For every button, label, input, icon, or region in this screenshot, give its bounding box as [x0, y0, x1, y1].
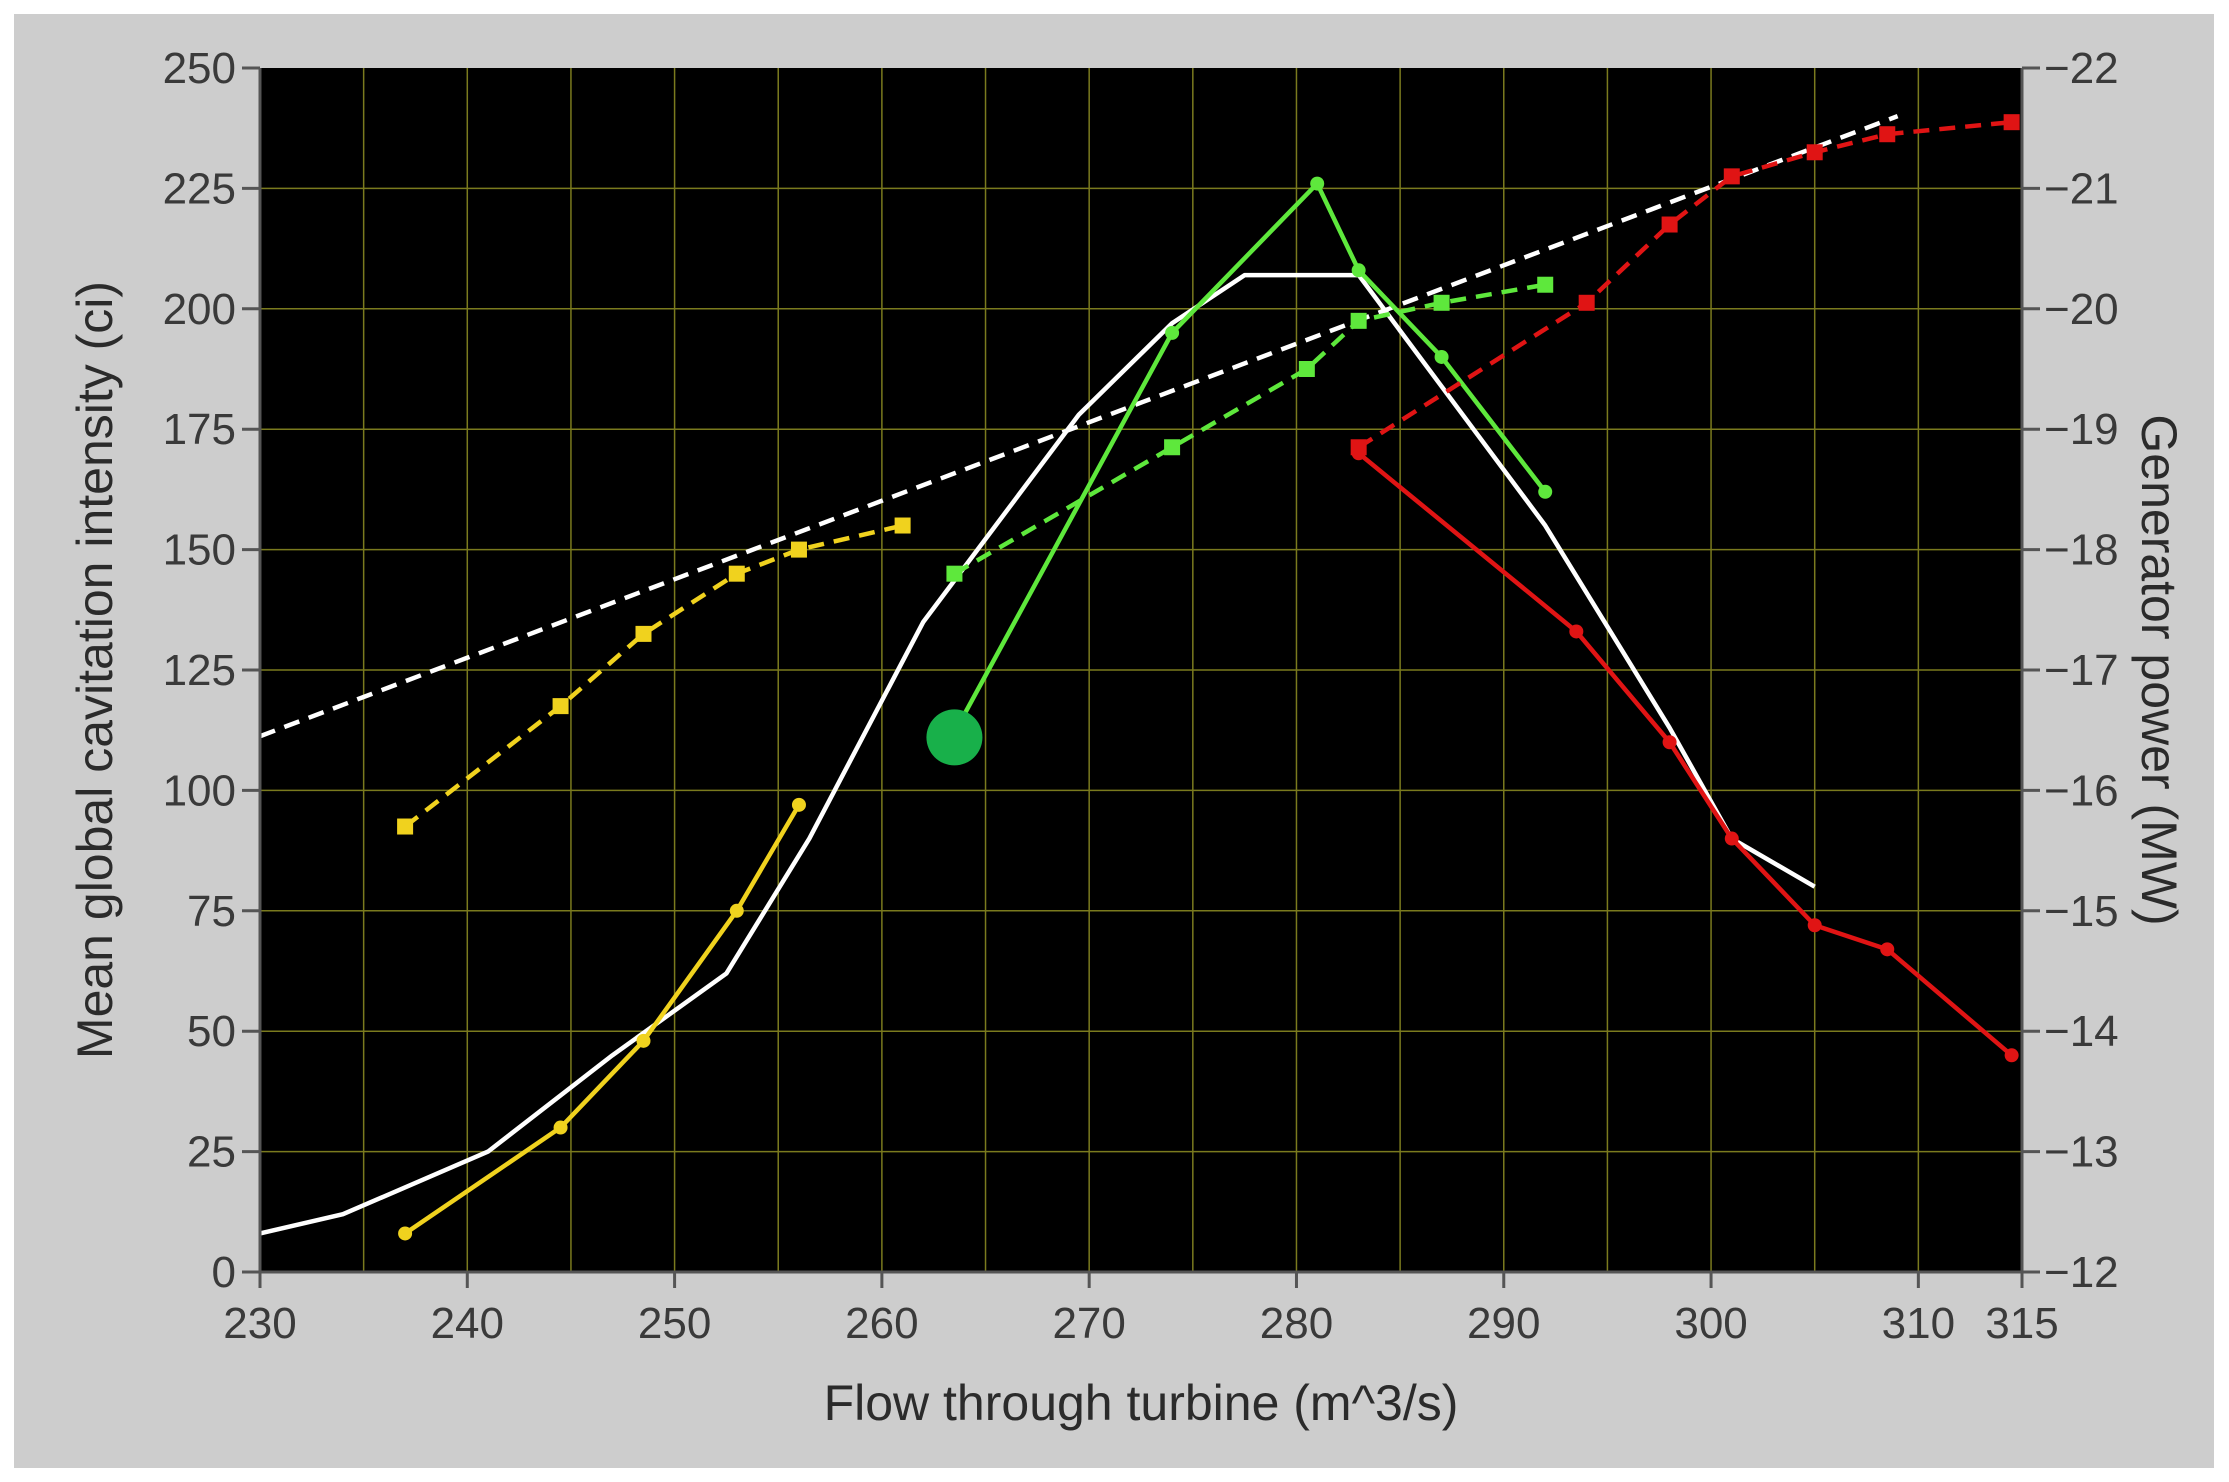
series-7-point	[1569, 624, 1584, 639]
x-tick-label: 240	[431, 1299, 504, 1348]
y2-axis-title: Generator power (MW)	[2131, 414, 2187, 925]
y2-tick-label: −20	[2044, 285, 2119, 334]
y2-tick-label: −14	[2044, 1007, 2119, 1056]
series-3-point	[729, 903, 744, 918]
series-7-point	[1807, 918, 1822, 933]
series-6-point	[1164, 439, 1181, 456]
series-3-point	[636, 1033, 651, 1048]
series-7-point	[2004, 1048, 2019, 1063]
series-8-point	[1661, 216, 1678, 233]
series-8-point	[1578, 294, 1595, 311]
series-4-point	[790, 541, 807, 558]
series-6-line	[953, 282, 1546, 576]
series-6-point	[1350, 312, 1367, 329]
y2-tick-label: −22	[2044, 44, 2119, 93]
y-axis-title: Mean global cavitation intensity (ci)	[67, 281, 123, 1059]
series-6-point	[1433, 294, 1450, 311]
x-tick-label: 290	[1467, 1299, 1540, 1348]
y2-tick-label: −12	[2044, 1248, 2119, 1297]
x-tick-label: 270	[1052, 1299, 1125, 1348]
y-tick-label: 200	[163, 285, 236, 334]
y2-tick-label: −16	[2044, 766, 2119, 815]
y2-tick-label: −17	[2044, 646, 2119, 695]
series-6-point	[946, 565, 963, 582]
series-1-line	[259, 272, 1816, 1236]
series-5-point	[1351, 263, 1366, 278]
y-tick-label: 50	[187, 1007, 236, 1056]
series-4-point	[728, 565, 745, 582]
y-tick-label: 150	[163, 526, 236, 575]
x-tick-label: 250	[638, 1299, 711, 1348]
y-tick-label: 100	[163, 766, 236, 815]
grid-lines	[260, 68, 2022, 1272]
series-8-point	[1723, 168, 1740, 185]
y-tick-label: 75	[187, 887, 236, 936]
series-5-line	[952, 181, 1548, 734]
series-6-point	[1537, 276, 1554, 293]
x-tick-label: 280	[1260, 1299, 1333, 1348]
y2-tick-label: −15	[2044, 887, 2119, 936]
x-tick-label: 315	[1985, 1299, 2058, 1348]
series-4-line	[403, 523, 904, 829]
y-tick-label: 250	[163, 44, 236, 93]
x-tick-label: 230	[223, 1299, 296, 1348]
y-tick-label: 0	[212, 1248, 236, 1297]
series-3-point	[398, 1226, 413, 1241]
series-6-point	[1298, 361, 1315, 377]
y-tick-label: 25	[187, 1128, 236, 1177]
series-5-point	[1434, 349, 1449, 364]
axes: 0 25 50 75 100 125 150 175 200 225 250 −12 −13 −14 −15…	[163, 44, 2119, 1348]
series-7-point	[1724, 831, 1739, 846]
y-tick-label: 225	[163, 164, 236, 213]
y2-tick-label: −21	[2044, 164, 2119, 213]
y-tick-label: 125	[163, 646, 236, 695]
series-8-point	[2003, 114, 2020, 131]
series-4-point	[397, 818, 414, 835]
x-tick-label: 260	[845, 1299, 918, 1348]
series-4-point	[635, 625, 652, 642]
series-8-point	[1350, 439, 1367, 456]
series-4-point	[894, 517, 911, 534]
series-5-point	[1310, 176, 1325, 191]
series-3-point	[553, 1120, 568, 1135]
series-8-point	[1879, 126, 1896, 143]
series-3-point	[791, 797, 806, 812]
x-tick-label: 310	[1882, 1299, 1955, 1348]
series-5-point	[1538, 484, 1553, 499]
y2-tick-label: −13	[2044, 1128, 2119, 1177]
operating-point-marker	[926, 709, 983, 766]
series-4-point	[552, 698, 569, 715]
series-8-point	[1806, 144, 1823, 161]
series-5-point	[1165, 325, 1180, 340]
series-7-point	[1662, 735, 1677, 750]
series-7-point	[1880, 942, 1895, 957]
x-tick-label: 300	[1674, 1299, 1747, 1348]
y2-tick-label: −18	[2044, 526, 2119, 575]
y-tick-label: 175	[163, 405, 236, 454]
x-axis-title: Flow through turbine (m^3/s)	[824, 1375, 1459, 1431]
series-2-line	[259, 114, 1899, 739]
y2-tick-label: −19	[2044, 405, 2119, 454]
series-group	[259, 114, 2020, 1241]
